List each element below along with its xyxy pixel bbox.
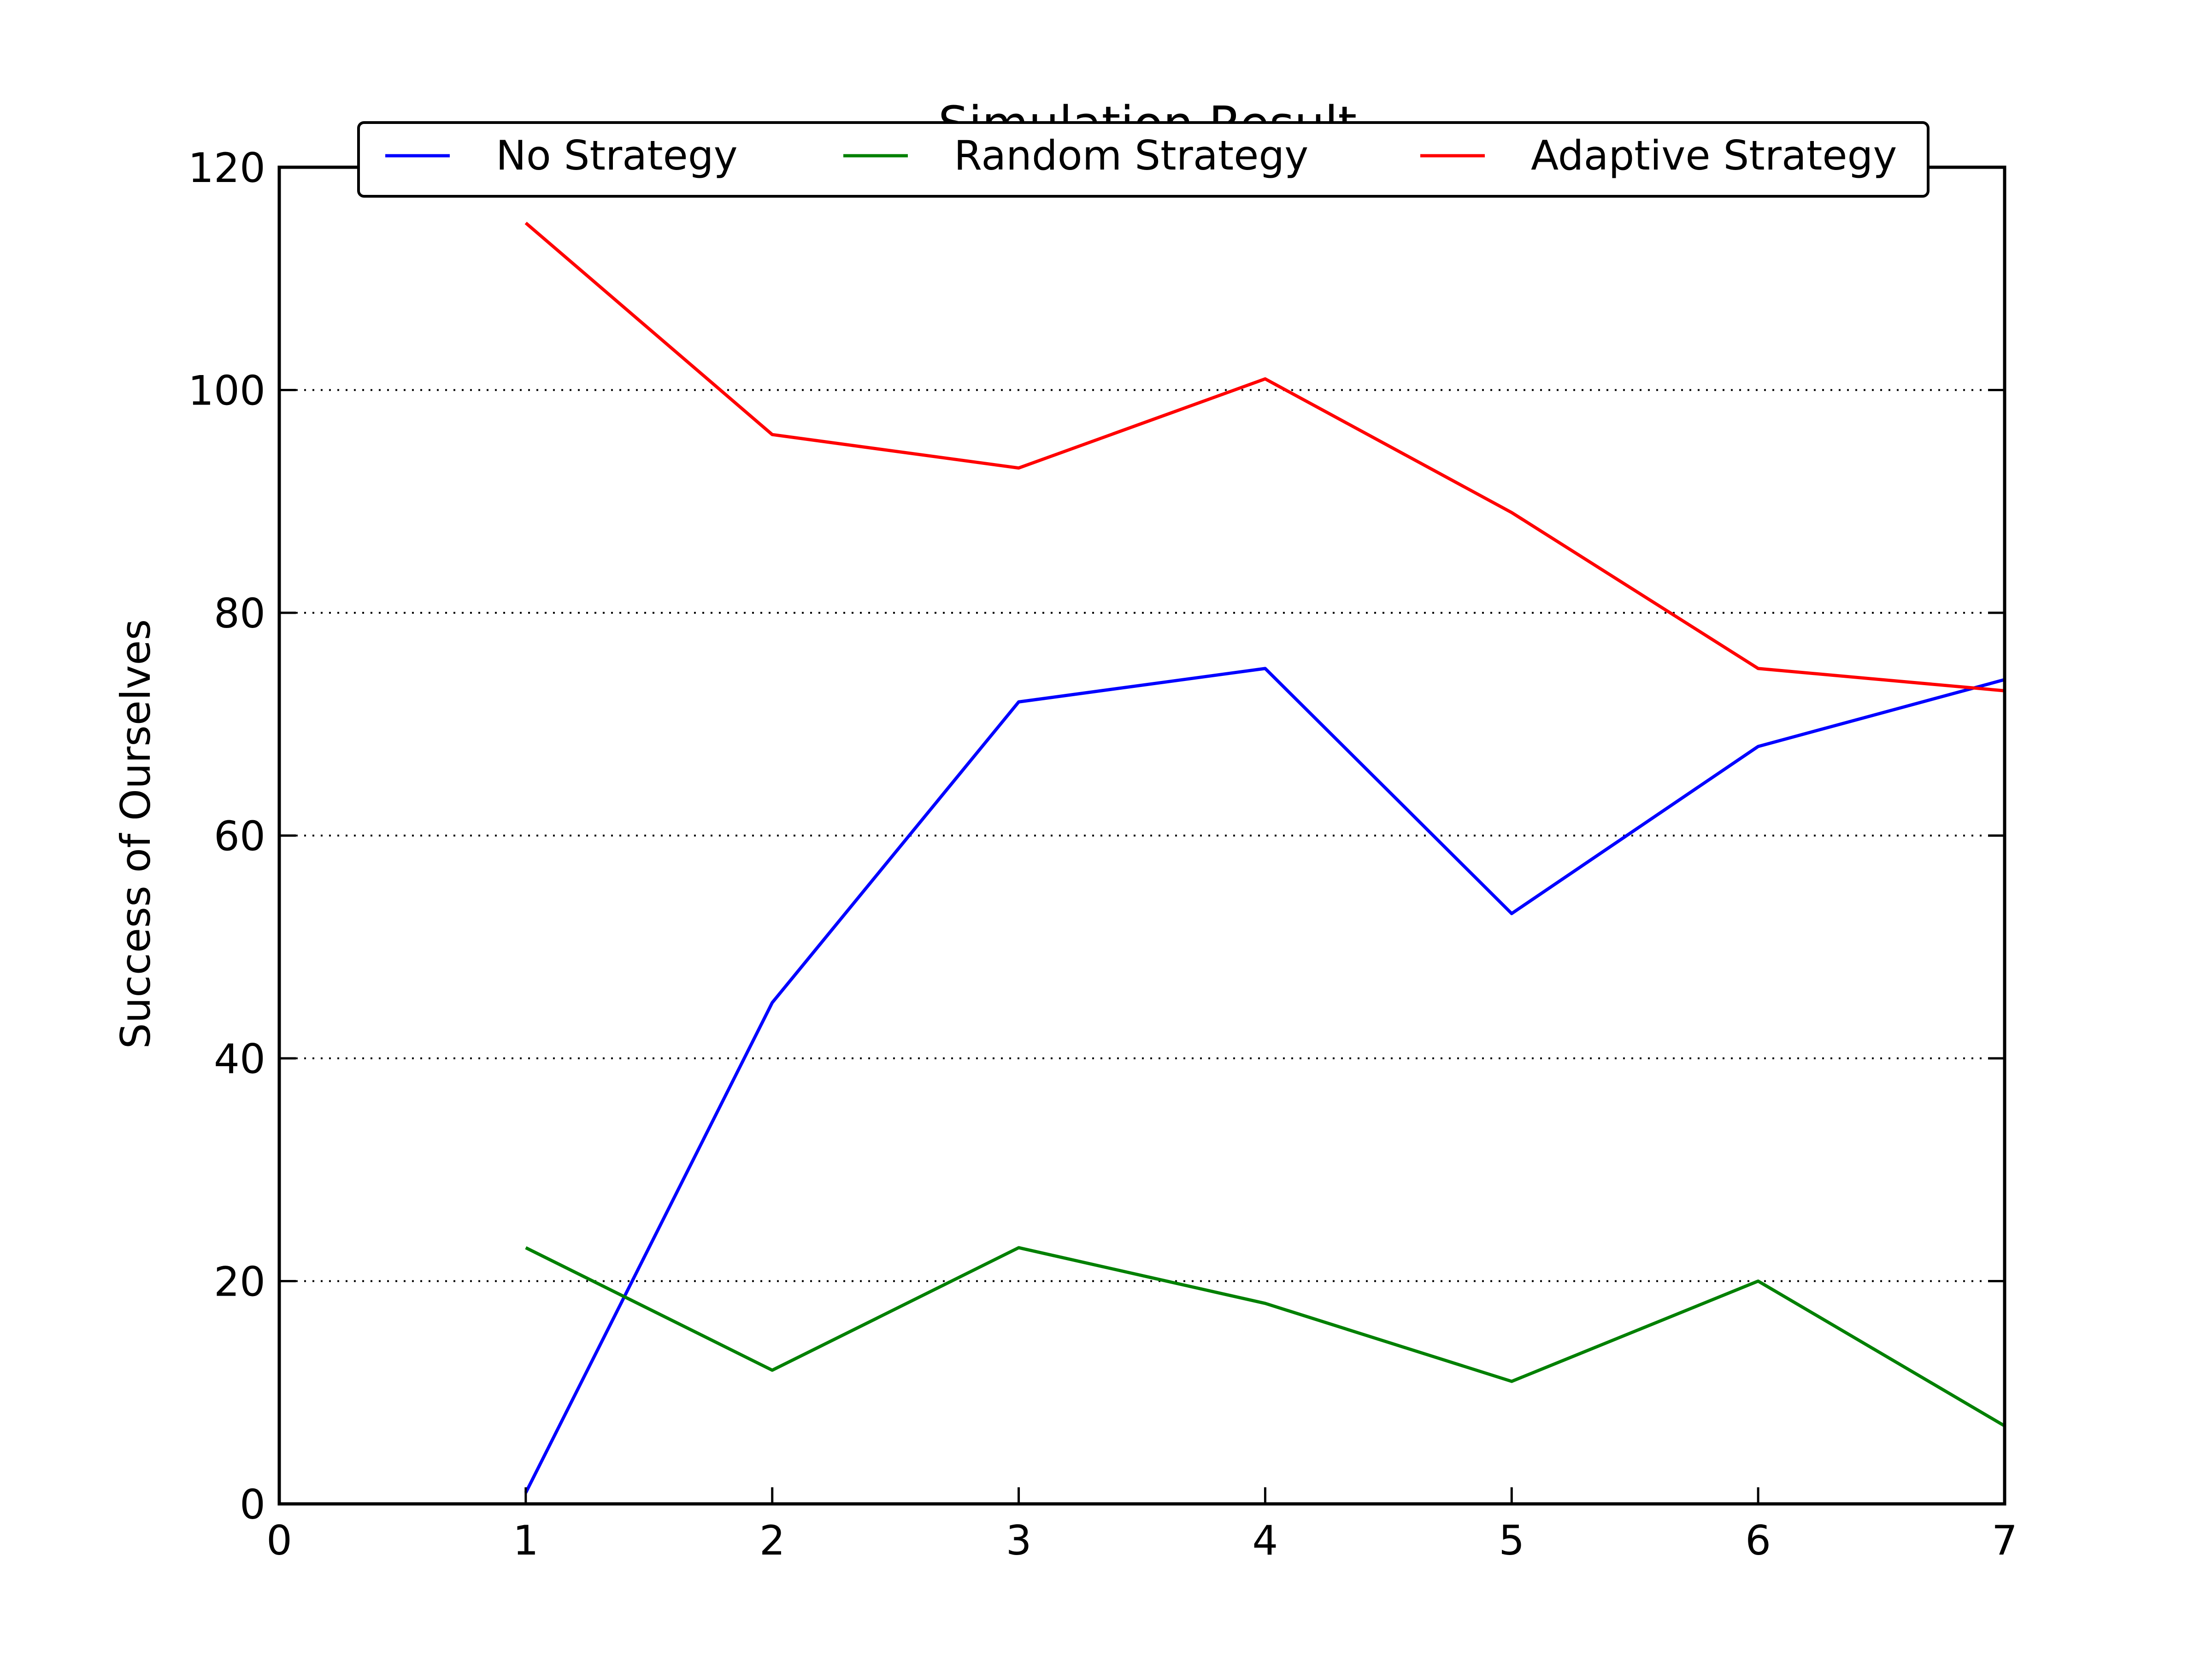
x-tick-label: 2	[759, 1517, 785, 1564]
y-tick-label: 40	[214, 1035, 265, 1083]
x-tick-label: 4	[1252, 1517, 1278, 1564]
y-tick-label: 60	[214, 813, 265, 860]
y-tick-label: 20	[214, 1258, 265, 1306]
legend-label: Adaptive Strategy	[1531, 132, 1897, 179]
legend-label: Random Strategy	[954, 132, 1308, 179]
legend: No Strategy Random Strategy Adaptive Strat…	[357, 121, 1930, 198]
y-tick-label: 120	[188, 144, 265, 192]
axis-ticks: 0 1 2 3 4 5 6 7 0 20 40 60 80 100 120	[188, 144, 2018, 1564]
series-line-1	[524, 667, 2005, 1494]
gridlines	[279, 389, 2005, 1282]
y-tick-label: 80	[214, 590, 265, 637]
y-axis-title: Success of Ourselves	[112, 619, 159, 1049]
series-line-3	[524, 222, 2005, 693]
y-tick-label: 0	[240, 1481, 265, 1528]
series-line-2	[525, 1246, 2006, 1427]
x-tick-label: 0	[266, 1517, 292, 1564]
y-tick-label: 100	[188, 367, 265, 415]
x-tick-label: 6	[1745, 1517, 1771, 1564]
x-tick-label: 5	[1499, 1517, 1524, 1564]
x-tick-label: 3	[1006, 1517, 1032, 1564]
legend-box	[357, 121, 1930, 198]
x-tick-label: 1	[513, 1517, 539, 1564]
legend-label: No Strategy	[496, 132, 738, 179]
x-tick-label: 7	[1992, 1517, 2018, 1564]
series-lines	[524, 222, 2006, 1494]
